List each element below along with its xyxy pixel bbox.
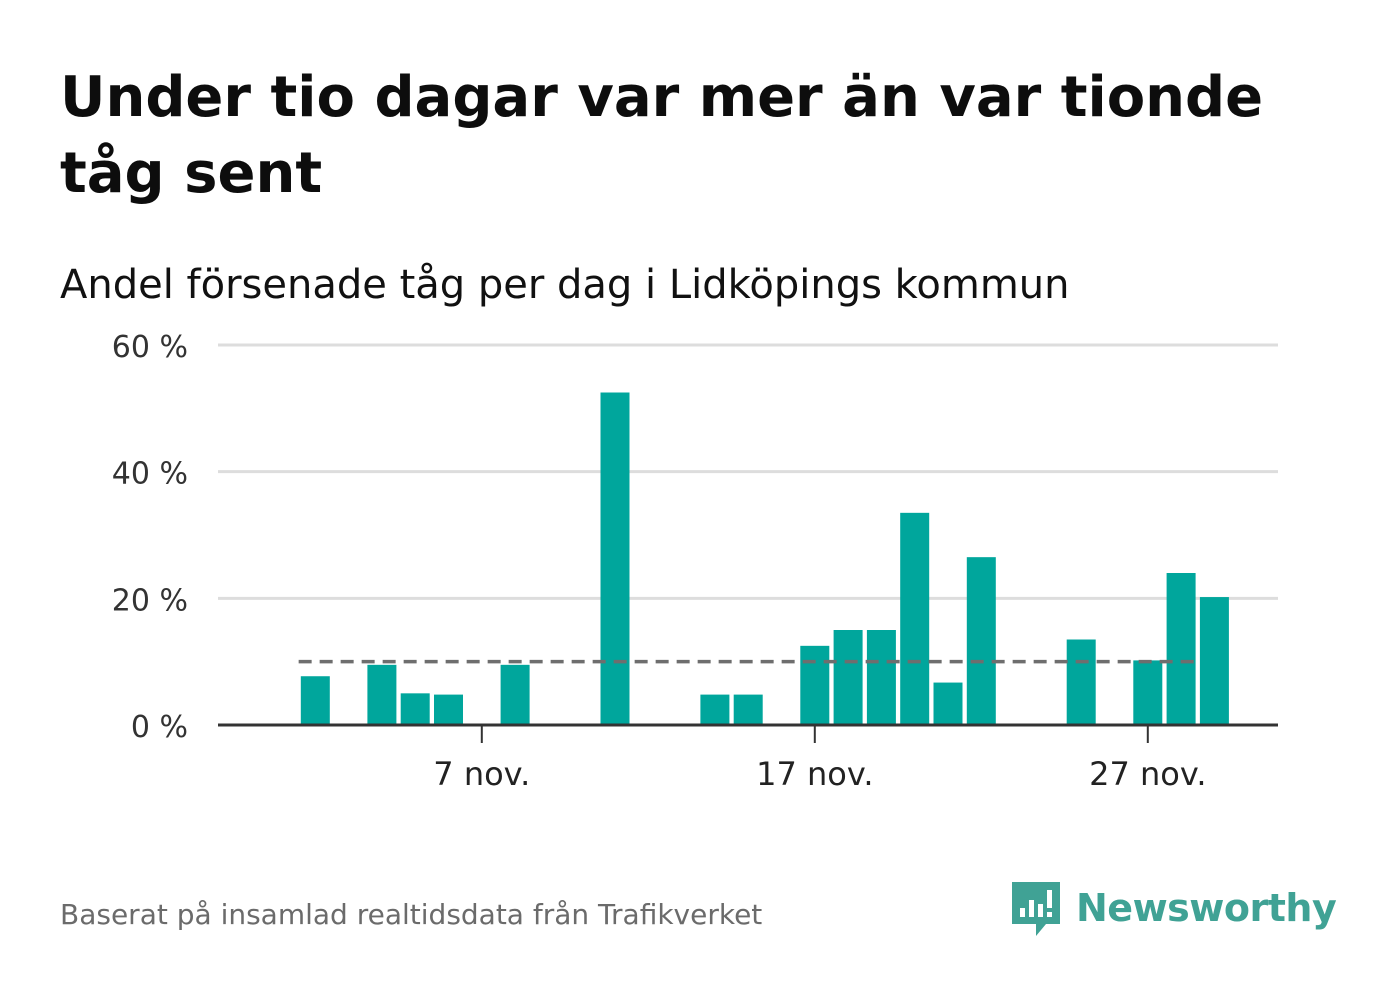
brand-name: Newsworthy xyxy=(1076,886,1337,930)
x-tick-label: 17 nov. xyxy=(756,755,873,793)
brand-logo: Newsworthy xyxy=(1010,878,1337,938)
bar xyxy=(1166,573,1196,725)
bar xyxy=(800,645,830,725)
x-tick-label: 7 nov. xyxy=(433,755,530,793)
bar xyxy=(1199,597,1229,725)
bar xyxy=(900,512,930,725)
y-tick-label: 0 % xyxy=(131,710,188,745)
bar-chart: 0 % 20 % 40 % 60 % 7 nov. 17 nov. 27 nov. xyxy=(112,330,1278,793)
bar xyxy=(500,664,530,725)
y-axis-labels: 0 % 20 % 40 % 60 % xyxy=(112,330,188,745)
chart-title: Under tio dagar var mer än var tionde tå… xyxy=(60,65,1264,206)
bar xyxy=(434,694,463,725)
bar xyxy=(600,392,630,725)
y-tick-label: 40 % xyxy=(112,457,188,492)
bar xyxy=(866,630,896,725)
bar xyxy=(300,676,330,725)
bar xyxy=(367,664,397,725)
bar xyxy=(700,694,730,725)
bar xyxy=(1133,660,1163,725)
chart-subtitle: Andel försenade tåg per dag i Lidköpings… xyxy=(60,262,1070,308)
bar xyxy=(966,557,996,725)
bars xyxy=(300,392,1229,725)
grid-lines xyxy=(218,343,1278,600)
bar xyxy=(733,694,763,725)
bar xyxy=(1066,639,1096,725)
x-tick-label: 27 nov. xyxy=(1089,755,1206,793)
bar xyxy=(933,682,963,725)
bar xyxy=(400,693,430,725)
x-axis: 7 nov. 17 nov. 27 nov. xyxy=(218,723,1278,793)
y-tick-label: 60 % xyxy=(112,330,188,365)
y-tick-label: 20 % xyxy=(112,583,188,618)
source-note: Baserat på insamlad realtidsdata från Tr… xyxy=(60,898,763,931)
bar xyxy=(833,630,863,725)
newsworthy-chart-logo-icon xyxy=(1012,882,1060,936)
